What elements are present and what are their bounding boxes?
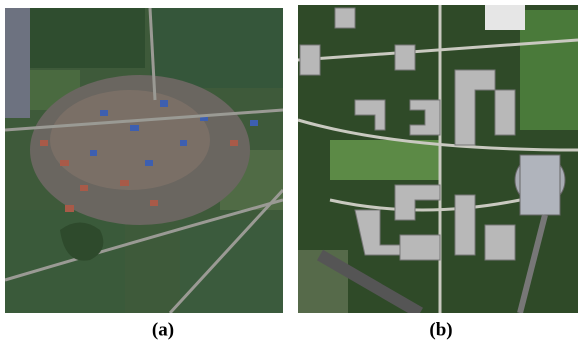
caption: (b) [429,319,452,340]
figure: (a) (b) [0,0,582,343]
aerial-image-a [5,8,283,313]
caption: (a) [152,319,174,340]
aerial-image-b [298,5,578,313]
